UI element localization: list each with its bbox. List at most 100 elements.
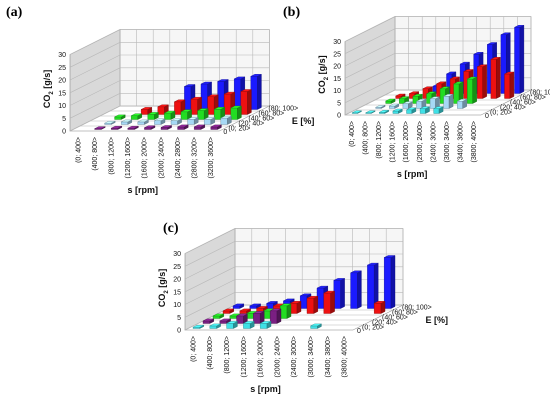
bar: [392, 108, 403, 114]
y-tick-label: 15: [58, 90, 66, 97]
x-tick-label: (800; 1200>: [109, 137, 116, 175]
z-tick-label: (20; 40>: [238, 121, 264, 128]
x-tick-label: (1600; 2000>: [403, 121, 410, 162]
bar: [490, 56, 501, 99]
bar: [333, 278, 345, 309]
z-tick-label: (60; 80>: [392, 310, 418, 317]
bar: [230, 105, 242, 120]
bar: [379, 109, 389, 114]
z-tick-label: (40; 60>: [510, 100, 536, 107]
x-tick-label: (400; 800>: [92, 137, 99, 171]
bar: [365, 110, 376, 114]
bar: [290, 300, 302, 314]
panel-label: (a): [6, 5, 23, 20]
bar: [104, 120, 116, 125]
y-tick-label: 10: [58, 103, 66, 110]
x-tick-label: (400; 800>: [362, 121, 369, 155]
bar: [375, 104, 386, 109]
bar: [280, 303, 292, 319]
x-tick-label: (3200; 3600>: [208, 137, 215, 178]
bar: [402, 101, 413, 109]
bar: [457, 98, 467, 109]
bar: [212, 313, 225, 319]
x-tick-label: (3000; 3400>: [308, 336, 315, 377]
x-tick-label: (2400; 3000>: [430, 121, 437, 162]
bar: [147, 112, 159, 120]
x-tick-label: (400; 800>: [207, 336, 214, 370]
bar: [477, 64, 487, 99]
x-tick-label: (0; 400>: [75, 137, 82, 163]
y-tick-label: 15: [173, 289, 181, 296]
z-origin-label: 0: [357, 328, 361, 335]
z-tick-label: (60; 80>: [258, 111, 284, 118]
bar: [144, 125, 156, 130]
x-tick-label: (0; 400>: [349, 121, 356, 147]
y-tick-label: 20: [333, 64, 341, 71]
y-axis-title: CO2 [g/s]: [42, 70, 55, 108]
bar: [249, 303, 261, 309]
z-tick-label: (40; 60>: [382, 315, 408, 322]
y-tick-label: 5: [177, 315, 181, 322]
x-tick-label: (3000; 3400>: [444, 121, 451, 162]
y-tick-label: 10: [333, 88, 341, 95]
bar: [385, 98, 396, 104]
x-tick-label: (2000; 2400>: [274, 336, 281, 377]
bar: [504, 71, 515, 99]
bar: [443, 93, 454, 109]
x-tick-label: (1600; 2000>: [258, 336, 265, 377]
y-tick-label: 15: [333, 76, 341, 83]
bar: [94, 126, 106, 130]
z-tick-label: (60; 80>: [520, 95, 546, 102]
z-tick-label: (0; 20>: [228, 126, 250, 133]
bar: [222, 308, 235, 314]
bar: [389, 103, 399, 109]
x-tick-label: (1200; 1600>: [125, 137, 132, 178]
z-tick-label: (40; 60>: [248, 116, 274, 123]
bar: [192, 324, 205, 329]
chart-panel: (a) 0 5 10 15 20 25 30 (0; 400> (400; 800> (800; 1…: [6, 5, 314, 195]
bar: [453, 81, 464, 104]
y-tick-label: 20: [58, 78, 66, 85]
y-tick-label: 0: [177, 328, 181, 335]
y-axis-title: CO2 [g/s]: [157, 269, 170, 307]
bar: [170, 118, 182, 125]
z-tick-label: (80; 100>: [268, 106, 298, 113]
x-axis-title: s [rpm]: [397, 169, 428, 179]
bar: [374, 300, 386, 314]
bar: [384, 255, 396, 309]
bar: [250, 73, 262, 110]
x-tick-label: (2800; 3200>: [192, 137, 199, 178]
bar: [127, 125, 139, 130]
bar: [236, 313, 248, 324]
z-origin-label: 0: [485, 113, 489, 120]
bar: [367, 262, 379, 309]
y-tick-label: 20: [173, 277, 181, 284]
z-axis-title: E [%]: [292, 116, 315, 126]
panel-label: (b): [283, 5, 300, 20]
y-tick-label: 25: [333, 51, 341, 58]
bar: [243, 321, 255, 329]
bar: [433, 106, 444, 114]
bar: [429, 96, 440, 109]
bar: [226, 321, 238, 329]
bar: [197, 108, 209, 120]
y-tick-label: 10: [173, 302, 181, 309]
bar: [140, 107, 153, 115]
z-tick-label: (20; 40>: [372, 320, 398, 327]
bar: [114, 114, 126, 120]
bar: [514, 24, 525, 94]
x-tick-label: (800; 1200>: [376, 121, 383, 159]
x-tick-label: (3400; 3800>: [325, 336, 332, 377]
x-tick-label: (0; 400>: [190, 336, 197, 362]
x-tick-label: (2000; 2400>: [158, 137, 165, 178]
chart-panel: (c) 0 5 10 15 20 25 30 (0; 400> (400; 800> (800; 1…: [157, 221, 448, 394]
bar: [232, 303, 245, 309]
x-tick-label: (1600; 2000>: [142, 137, 149, 178]
bar: [351, 110, 362, 114]
bar: [210, 124, 222, 130]
z-axis-title: E [%]: [426, 315, 449, 325]
bar: [260, 321, 272, 329]
y-tick-label: 5: [337, 100, 341, 107]
bar: [164, 110, 176, 120]
bar: [310, 323, 322, 329]
